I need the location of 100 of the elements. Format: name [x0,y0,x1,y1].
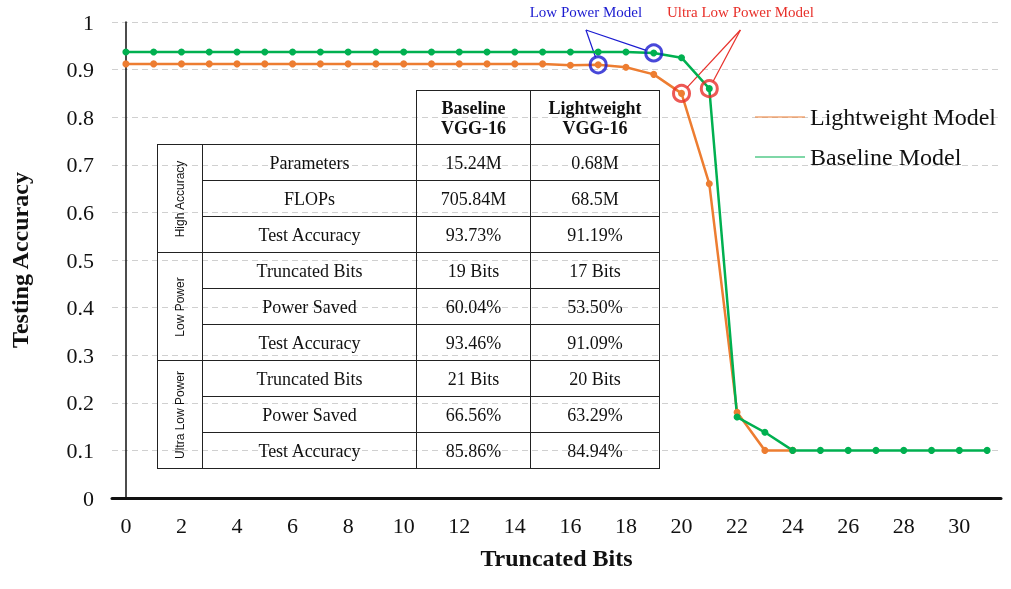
x-tick-label: 24 [781,512,804,538]
point [177,60,185,68]
x-tick-label: 4 [231,512,243,538]
annotation: Test Accuracy [202,432,417,469]
point [400,60,408,68]
point [150,48,158,56]
point [644,43,664,63]
point [511,60,519,68]
point [427,48,435,56]
y-tick-label: 0.8 [66,104,94,130]
text: Ultra Low Power Model [666,3,814,20]
x-tick-label: 8 [342,512,354,538]
point [566,48,574,56]
x-tick-label: 30 [948,512,971,538]
point [705,180,713,188]
annotation: 15.24M [416,144,531,181]
point [566,61,574,69]
annotation: Baseline VGG-16 [416,90,531,145]
point [205,48,213,56]
annotation: Lightweight VGG-16 [530,90,660,145]
annotation: 93.46% [416,324,531,361]
point [289,60,297,68]
point [844,446,852,454]
point [872,446,880,454]
annotation: 66.56% [416,396,531,433]
point [699,79,719,99]
x-tick-label: 10 [392,512,415,538]
x-tick-label: 16 [559,512,582,538]
annotation: 63.29% [530,396,660,433]
annotation: Low Power [172,275,187,339]
point [316,60,324,68]
point [650,70,658,78]
annotation: Power Saved [202,288,417,325]
point [678,54,686,62]
point [511,48,519,56]
point [539,48,547,56]
point [316,48,324,56]
x-tick-label: 0 [120,512,132,538]
annotation: 705.84M [416,180,531,217]
point [761,428,769,436]
point [150,60,158,68]
x-tick-label: 26 [837,512,860,538]
annotation: 91.19% [530,216,660,253]
point [344,60,352,68]
x-tick-label: 20 [670,512,693,538]
y-tick-label: 1 [83,9,94,35]
point [761,446,769,454]
annotation: FLOPs [202,180,417,217]
annotation: Parameters [202,144,417,181]
y-tick-label: 0.1 [66,437,94,463]
annotation: 21 Bits [416,360,531,397]
annotation: Truncated Bits [202,252,417,289]
x-tick-label: 6 [287,512,299,538]
x-tick-label: 18 [614,512,637,538]
annotation: Test Accuracy [202,216,417,253]
x-tick-label: 14 [503,512,526,538]
point [261,60,269,68]
point [816,446,824,454]
annotation: 68.5M [530,180,660,217]
annotation: High Accuracy [172,159,187,239]
legend-label: Lightweight Model [810,104,997,130]
x-tick-label: 22 [726,512,749,538]
point [594,48,602,56]
point [539,60,547,68]
annotation: Ultra Low Power [172,369,187,461]
annotation: 85.86% [416,432,531,469]
x-tick-label: 2 [175,512,187,538]
y-tick-label: 0.6 [66,199,94,225]
point [427,60,435,68]
y-axis-title: Testing Accuracy [7,172,33,348]
point [122,60,130,68]
point [455,60,463,68]
point [928,446,936,454]
y-tick-label: 0.4 [66,295,94,321]
point [205,60,213,68]
annotation: 60.04% [416,288,531,325]
y-tick-label: 0.7 [66,152,94,178]
point [372,60,380,68]
x-axis-title: Truncated Bits [480,545,633,571]
series-label: Low Power Model [529,3,643,20]
annotation: 19 Bits [416,252,531,289]
y-tick-label: 0.9 [66,57,94,83]
x-tick-label: 12 [448,512,471,538]
x-tick-label: 28 [892,512,915,538]
annotation: 20 Bits [530,360,660,397]
point [455,48,463,56]
annotation: 91.09% [530,324,660,361]
point [900,446,908,454]
y-tick-label: 0.2 [66,390,94,416]
point [400,48,408,56]
point [261,48,269,56]
annotation: Truncated Bits [202,360,417,397]
annotation: Power Saved [202,396,417,433]
point [177,48,185,56]
y-tick-label: 0.5 [66,247,94,273]
annotation: 0.68M [530,144,660,181]
annotation: 53.50% [530,288,660,325]
point [983,446,991,454]
annotation: 84.94% [530,432,660,469]
point [289,48,297,56]
